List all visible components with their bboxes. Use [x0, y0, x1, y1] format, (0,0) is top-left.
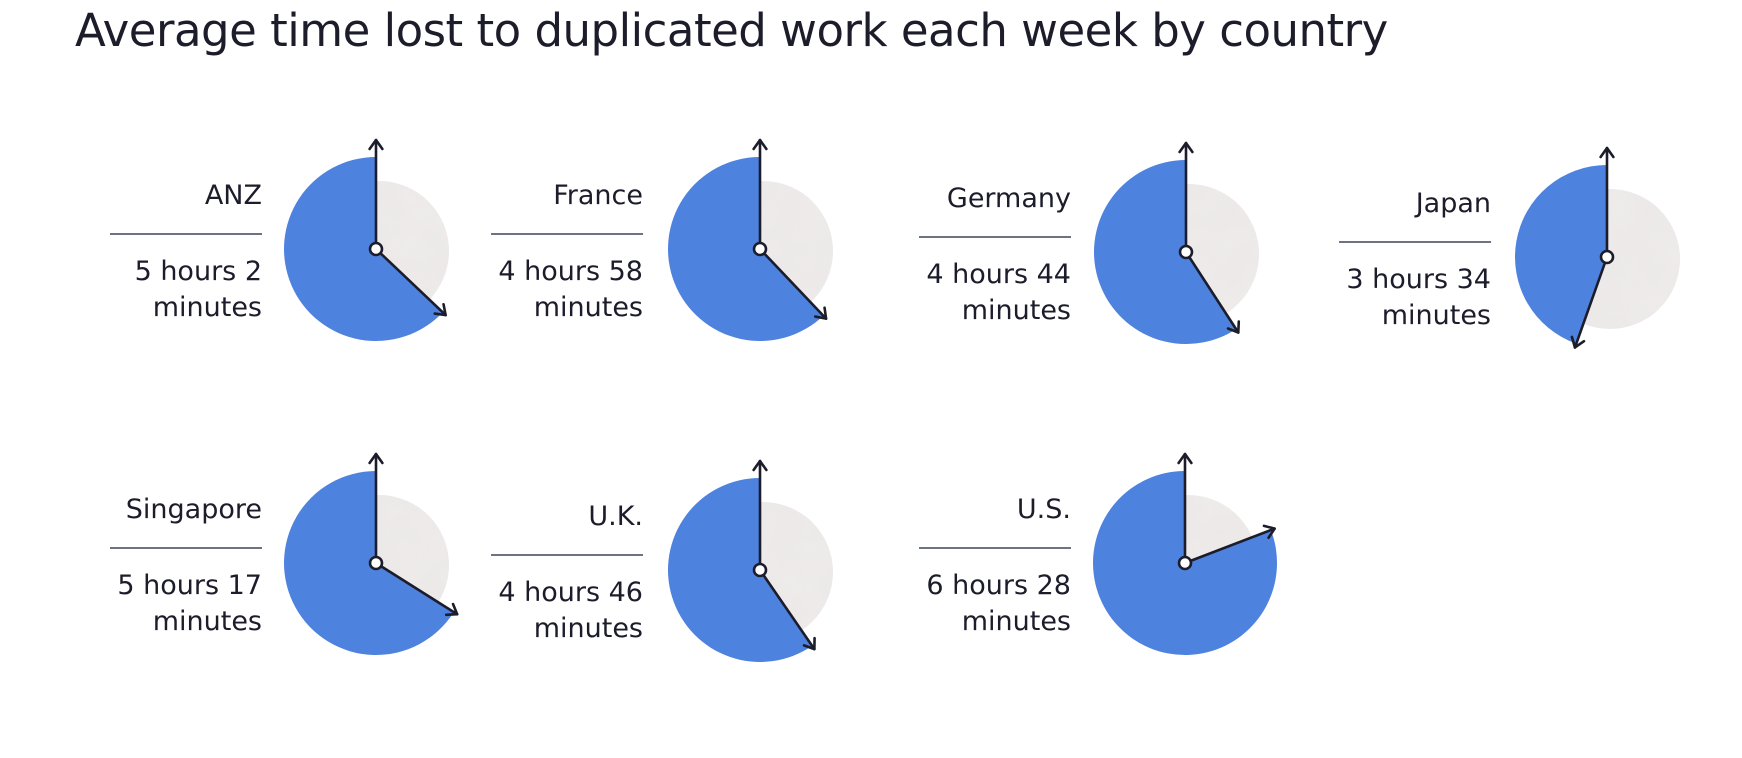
- end-hand-arrow: [813, 306, 828, 320]
- start-hand-arrow: [368, 138, 384, 151]
- country-label: Germany: [947, 183, 1071, 214]
- clock-pivot: [368, 555, 384, 571]
- clock-japan: Japan 3 hours 34 minutes: [1339, 146, 1680, 349]
- time-wedge: [668, 478, 813, 663]
- time-value-line2: minutes: [962, 295, 1071, 326]
- clock-u-k: U.K. 4 hours 46 minutes: [491, 459, 833, 663]
- clock-singapore: Singapore 5 hours 17 minutes: [110, 452, 459, 656]
- clock-france: France 4 hours 58 minutes: [491, 138, 833, 341]
- country-label: U.K.: [588, 501, 643, 532]
- end-hand: [758, 247, 828, 320]
- clock-germany: Germany 4 hours 44 minutes: [919, 141, 1259, 344]
- clock-anz: ANZ 5 hours 2 minutes: [110, 138, 449, 341]
- time-value-line2: minutes: [962, 606, 1071, 637]
- time-wedge: [668, 157, 824, 341]
- page-title: Average time lost to duplicated work eac…: [75, 4, 1388, 57]
- country-label: Singapore: [126, 494, 262, 525]
- clock-u-s: U.S. 6 hours 28 minutes: [919, 452, 1278, 655]
- end-hand: [1573, 255, 1609, 349]
- country-label: U.S.: [1017, 494, 1071, 525]
- time-value-line1: 6 hours 28: [926, 570, 1071, 601]
- start-hand-arrow: [1177, 452, 1193, 465]
- end-hand-arrow: [433, 302, 447, 317]
- country-label: France: [553, 180, 643, 211]
- clock-pivot: [368, 241, 384, 257]
- end-hand: [758, 568, 816, 651]
- end-hand-arrow: [1226, 320, 1241, 334]
- time-wedge: [284, 157, 443, 341]
- start-hand-arrow: [752, 138, 768, 151]
- end-hand: [1183, 527, 1276, 565]
- time-value-line1: 4 hours 58: [498, 256, 643, 287]
- time-value-line1: 5 hours 17: [117, 570, 262, 601]
- end-hand: [1184, 250, 1240, 334]
- start-hand-arrow: [1599, 146, 1615, 159]
- country-label: Japan: [1414, 188, 1491, 219]
- time-value-line2: minutes: [1382, 300, 1491, 331]
- clock-pivot: [1177, 555, 1193, 571]
- time-value-line2: minutes: [153, 292, 262, 323]
- start-hand-arrow: [368, 452, 384, 465]
- end-hand: [374, 561, 459, 616]
- time-wedge: [1515, 165, 1607, 344]
- time-wedge: [1094, 160, 1237, 344]
- time-value-line2: minutes: [534, 292, 643, 323]
- end-hand-arrow: [444, 602, 459, 617]
- end-hand-arrow: [802, 636, 816, 651]
- clock-pivot: [1599, 249, 1615, 265]
- start-hand-arrow: [1178, 141, 1194, 154]
- time-value-line1: 5 hours 2: [135, 256, 262, 287]
- country-label: ANZ: [205, 180, 262, 211]
- time-value-line1: 4 hours 46: [498, 577, 643, 608]
- end-hand-arrow: [1570, 335, 1586, 349]
- end-hand: [374, 247, 447, 317]
- time-value-line2: minutes: [534, 613, 643, 644]
- clock-pivot: [752, 241, 768, 257]
- start-hand-arrow: [752, 459, 768, 472]
- time-value-line1: 3 hours 34: [1346, 264, 1491, 295]
- clock-pivot: [752, 562, 768, 578]
- clock-pivot: [1178, 244, 1194, 260]
- time-value-line1: 4 hours 44: [926, 259, 1071, 290]
- end-hand-arrow: [1262, 524, 1276, 540]
- time-value-line2: minutes: [153, 606, 262, 637]
